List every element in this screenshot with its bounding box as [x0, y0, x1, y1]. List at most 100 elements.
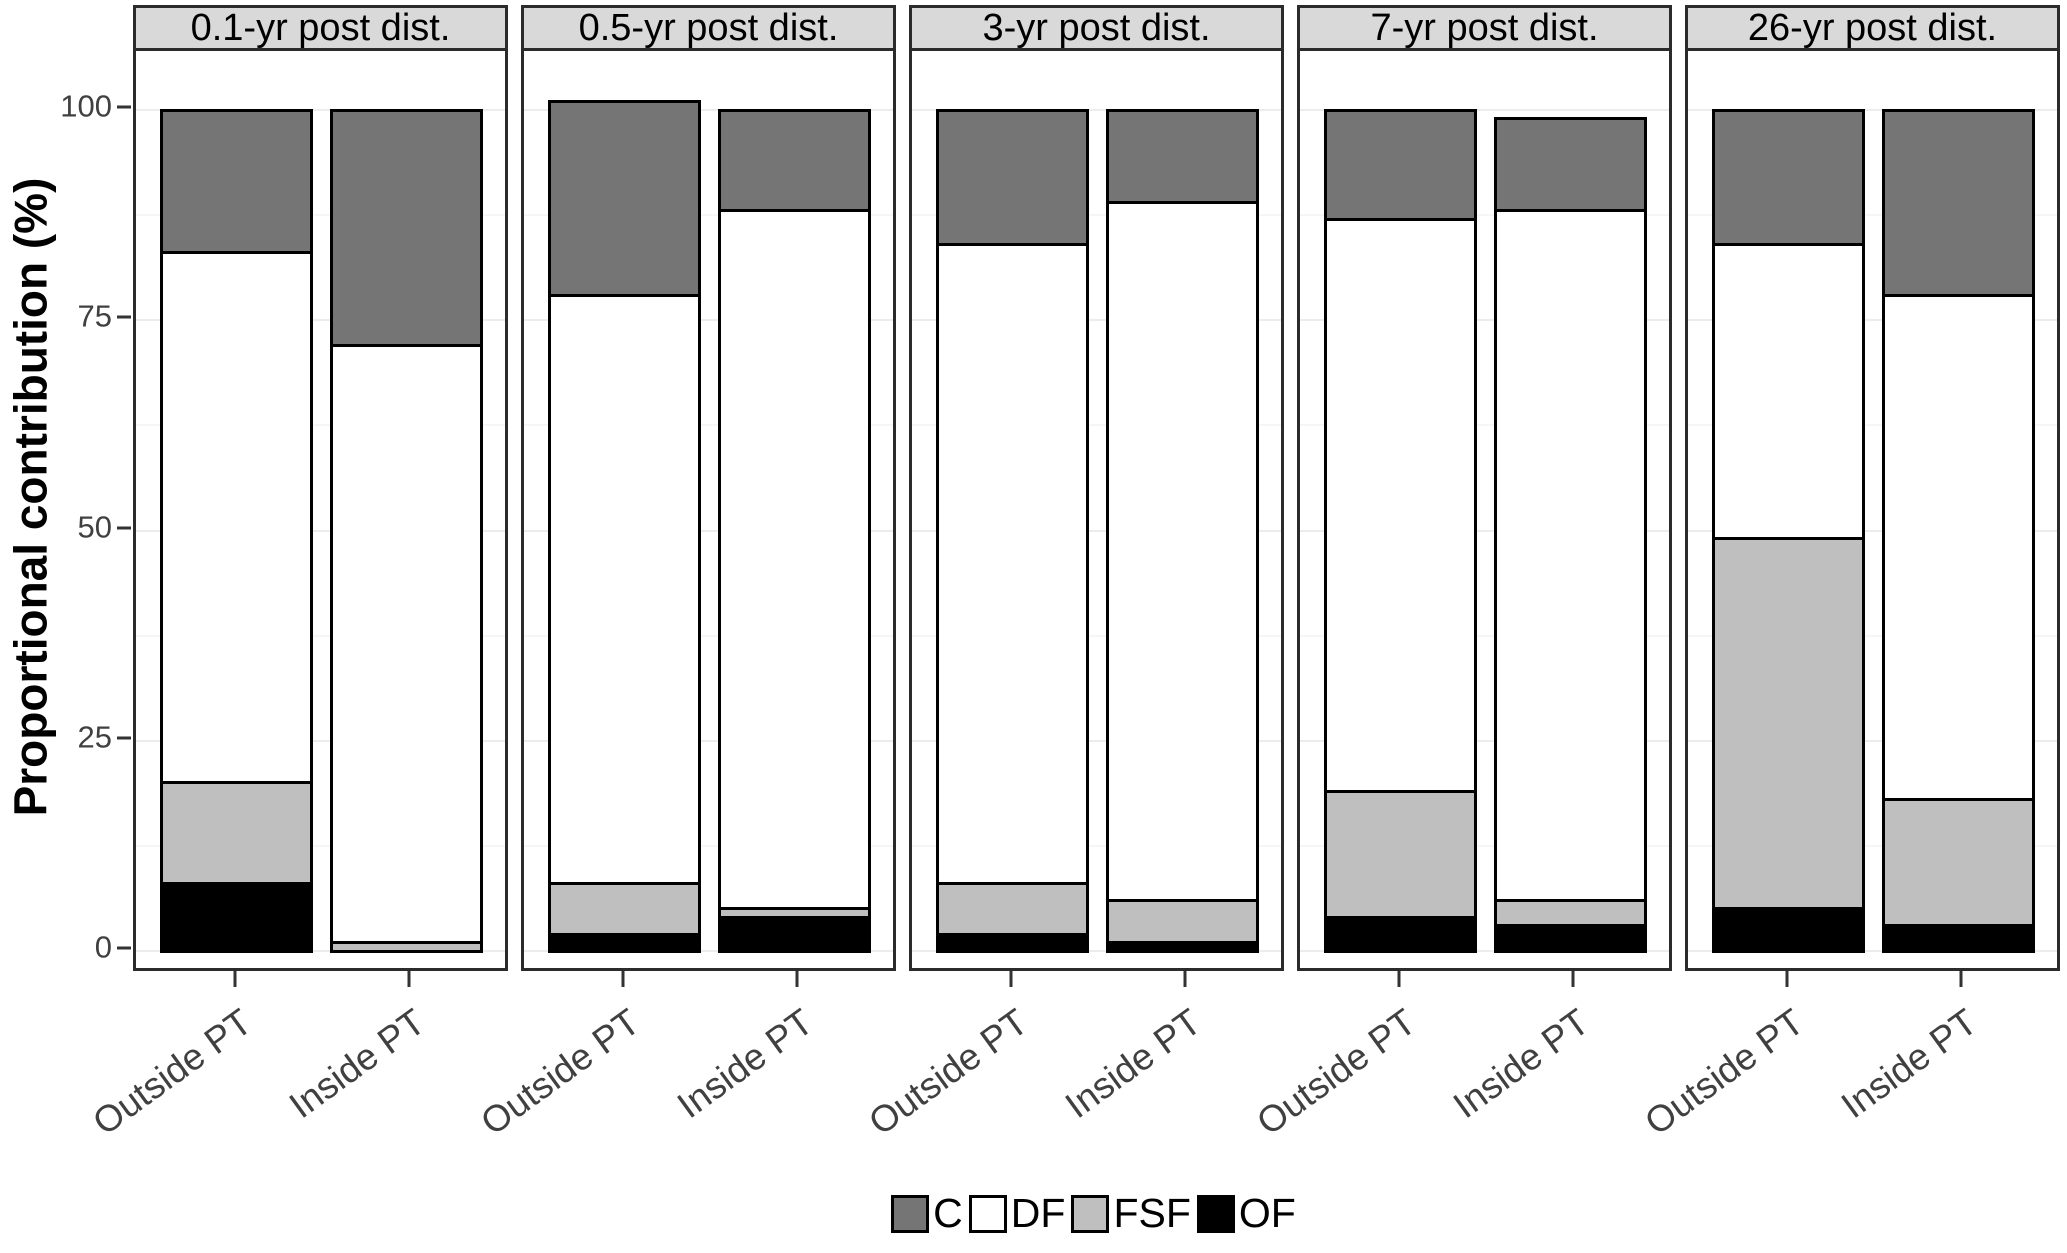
legend-label: C — [933, 1190, 963, 1236]
major-gridline — [912, 950, 1281, 952]
x-tick-label: Inside PT — [282, 1001, 433, 1127]
major-gridline — [912, 319, 1281, 322]
y-axis: 100 75 50 25 0 — [0, 0, 133, 1253]
x-tick-mark — [407, 971, 411, 987]
bar-segment-C — [1493, 116, 1647, 213]
bar-segment-FSF — [935, 882, 1090, 936]
bar-segment-DF — [1711, 243, 1866, 541]
major-gridline — [136, 319, 505, 322]
x-tick-mark — [1183, 971, 1187, 987]
bar-segment-C — [547, 100, 702, 297]
major-gridline — [524, 109, 893, 111]
major-gridline — [912, 109, 1281, 111]
x-tick-label: Inside PT — [1058, 1001, 1209, 1127]
minor-gridline — [524, 634, 893, 637]
bar-segment-FSF — [1881, 798, 2035, 928]
legend-label: FSF — [1113, 1190, 1191, 1236]
x-tick-mark — [1571, 971, 1575, 987]
facet-plot-area — [133, 51, 508, 971]
minor-gridline — [136, 634, 505, 637]
minor-gridline — [1688, 424, 2057, 427]
bar-segment-DF — [1493, 209, 1647, 903]
x-axis: Outside PT Inside PT — [1637, 971, 2060, 1156]
x-tick-mark — [621, 971, 625, 987]
facet: 7-yr post dist. Outside PT Inside PT — [1249, 5, 1672, 1156]
bar-segment-C — [1711, 108, 1866, 247]
minor-gridline — [1300, 214, 1669, 217]
minor-gridline — [912, 424, 1281, 427]
x-tick-mark — [795, 971, 799, 987]
legend-key-swatch — [968, 1194, 1007, 1233]
legend-item: OF — [1196, 1190, 1302, 1237]
minor-gridline — [1688, 214, 2057, 217]
minor-gridline — [136, 424, 505, 427]
x-tick-mark — [1959, 971, 1963, 987]
facet-strip-label: 0.5-yr post dist. — [521, 5, 896, 51]
facet-strip-label: 7-yr post dist. — [1297, 5, 1672, 51]
legend-label: OF — [1238, 1190, 1296, 1236]
x-axis: Outside PT Inside PT — [473, 971, 896, 1156]
y-tick-label: 25 — [77, 719, 112, 755]
major-gridline — [912, 739, 1281, 742]
bar-segment-C — [329, 108, 483, 347]
bar-segment-DF — [1881, 293, 2035, 802]
legend-item: FSF — [1071, 1190, 1196, 1237]
y-tick-label: 100 — [60, 88, 112, 124]
facet: 3-yr post dist. Outside PT Inside PT — [861, 5, 1284, 1156]
facet-strip-label: 0.1-yr post dist. — [133, 5, 508, 51]
legend-label: DF — [1010, 1190, 1066, 1236]
major-gridline — [1300, 739, 1669, 742]
bar-segment-C — [717, 108, 871, 213]
major-gridline — [1300, 109, 1669, 111]
legend-key-swatch — [1196, 1194, 1235, 1233]
minor-gridline — [524, 424, 893, 427]
major-gridline — [136, 950, 505, 952]
major-gridline — [136, 529, 505, 532]
major-gridline — [1688, 950, 2057, 952]
major-gridline — [136, 109, 505, 111]
bar-segment-C — [1881, 108, 2035, 297]
bar-segment-C — [159, 108, 314, 255]
bar-segment-DF — [329, 343, 483, 945]
legend-key-swatch — [1071, 1194, 1110, 1233]
bar-segment-OF — [717, 915, 871, 953]
facet-plot-area — [521, 51, 896, 971]
minor-gridline — [1300, 634, 1669, 637]
x-tick-label: Inside PT — [1446, 1001, 1597, 1127]
major-gridline — [524, 950, 893, 952]
bar-segment-FSF — [1711, 537, 1866, 911]
bar-segment-FSF — [159, 781, 314, 886]
bar-segment-C — [1105, 108, 1259, 205]
y-tick-label: 0 — [94, 929, 112, 965]
x-tick-label: Inside PT — [670, 1001, 821, 1127]
bar-segment-OF — [1323, 915, 1478, 953]
facet: 0.1-yr post dist. Outside PT Inside PT — [85, 5, 508, 1156]
major-gridline — [1300, 529, 1669, 532]
facet-plot-area — [909, 51, 1284, 971]
facet-panels: 0.1-yr post dist. Outside PT Inside PT 0.5-… — [85, 5, 2060, 1156]
facet: 0.5-yr post dist. Outside PT Inside PT — [473, 5, 896, 1156]
legend: C DF FSF OF — [133, 1190, 2060, 1237]
facet-plot-area — [1297, 51, 1672, 971]
y-tick-label: 50 — [77, 508, 112, 544]
legend-item: DF — [968, 1190, 1072, 1237]
facet-plot-area — [1685, 51, 2060, 971]
minor-gridline — [524, 844, 893, 847]
bar-segment-C — [1323, 108, 1478, 221]
legend-item: C — [891, 1190, 969, 1237]
minor-gridline — [1300, 424, 1669, 427]
bar-segment-FSF — [1323, 789, 1478, 919]
major-gridline — [912, 529, 1281, 532]
minor-gridline — [524, 214, 893, 217]
major-gridline — [1300, 319, 1669, 322]
minor-gridline — [912, 634, 1281, 637]
major-gridline — [1688, 739, 2057, 742]
x-tick-mark — [233, 971, 237, 987]
bar-segment-OF — [1881, 924, 2035, 953]
y-tick-mark — [117, 315, 131, 319]
minor-gridline — [1300, 844, 1669, 847]
y-tick-mark — [117, 105, 131, 109]
bar-segment-DF — [159, 251, 314, 785]
facet-strip-label: 3-yr post dist. — [909, 5, 1284, 51]
